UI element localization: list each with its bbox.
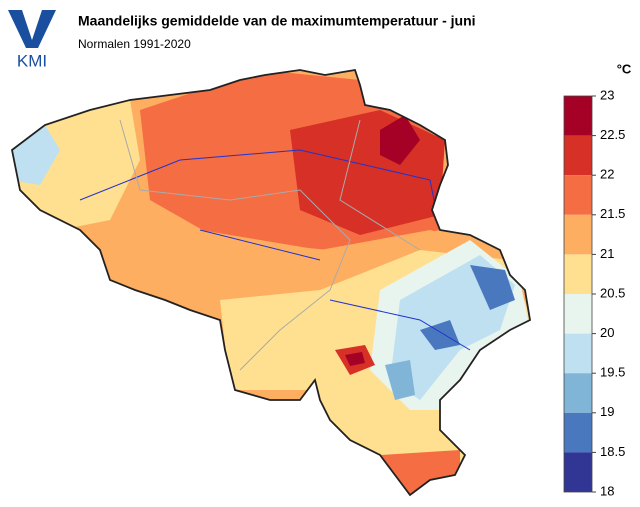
legend-tick-label: 20.5 — [600, 285, 625, 300]
legend-tick-label: 21.5 — [600, 206, 625, 221]
logo-text: KMI — [17, 51, 47, 70]
legend-tick-label: 20 — [600, 325, 614, 340]
legend-bin — [564, 373, 592, 413]
legend-tick-label: 23 — [600, 87, 614, 102]
subtitle: Normalen 1991-2020 — [78, 37, 191, 51]
legend-tick-label: 19 — [600, 404, 614, 419]
legend-tick-label: 22 — [600, 167, 614, 182]
legend-bin — [564, 254, 592, 294]
legend-bin — [564, 96, 592, 136]
legend-unit: °C — [617, 61, 632, 76]
legend-bin — [564, 214, 592, 255]
legend-tick-label: 18 — [600, 483, 614, 498]
legend-tick-label: 18.5 — [600, 444, 625, 459]
title: Maandelijks gemiddelde van de maximumtem… — [78, 13, 476, 29]
logo: KMI — [8, 10, 56, 70]
map — [12, 70, 530, 495]
legend-bin — [564, 333, 592, 374]
legend-bin — [564, 294, 592, 334]
legend-bin — [564, 452, 592, 492]
legend-tick-label: 21 — [600, 246, 614, 261]
legend-bin — [564, 175, 592, 215]
legend-tick-label: 19.5 — [600, 365, 625, 380]
legend-tick-label: 22.5 — [600, 127, 625, 142]
legend-bin — [564, 135, 592, 176]
legend-bin — [564, 412, 592, 453]
